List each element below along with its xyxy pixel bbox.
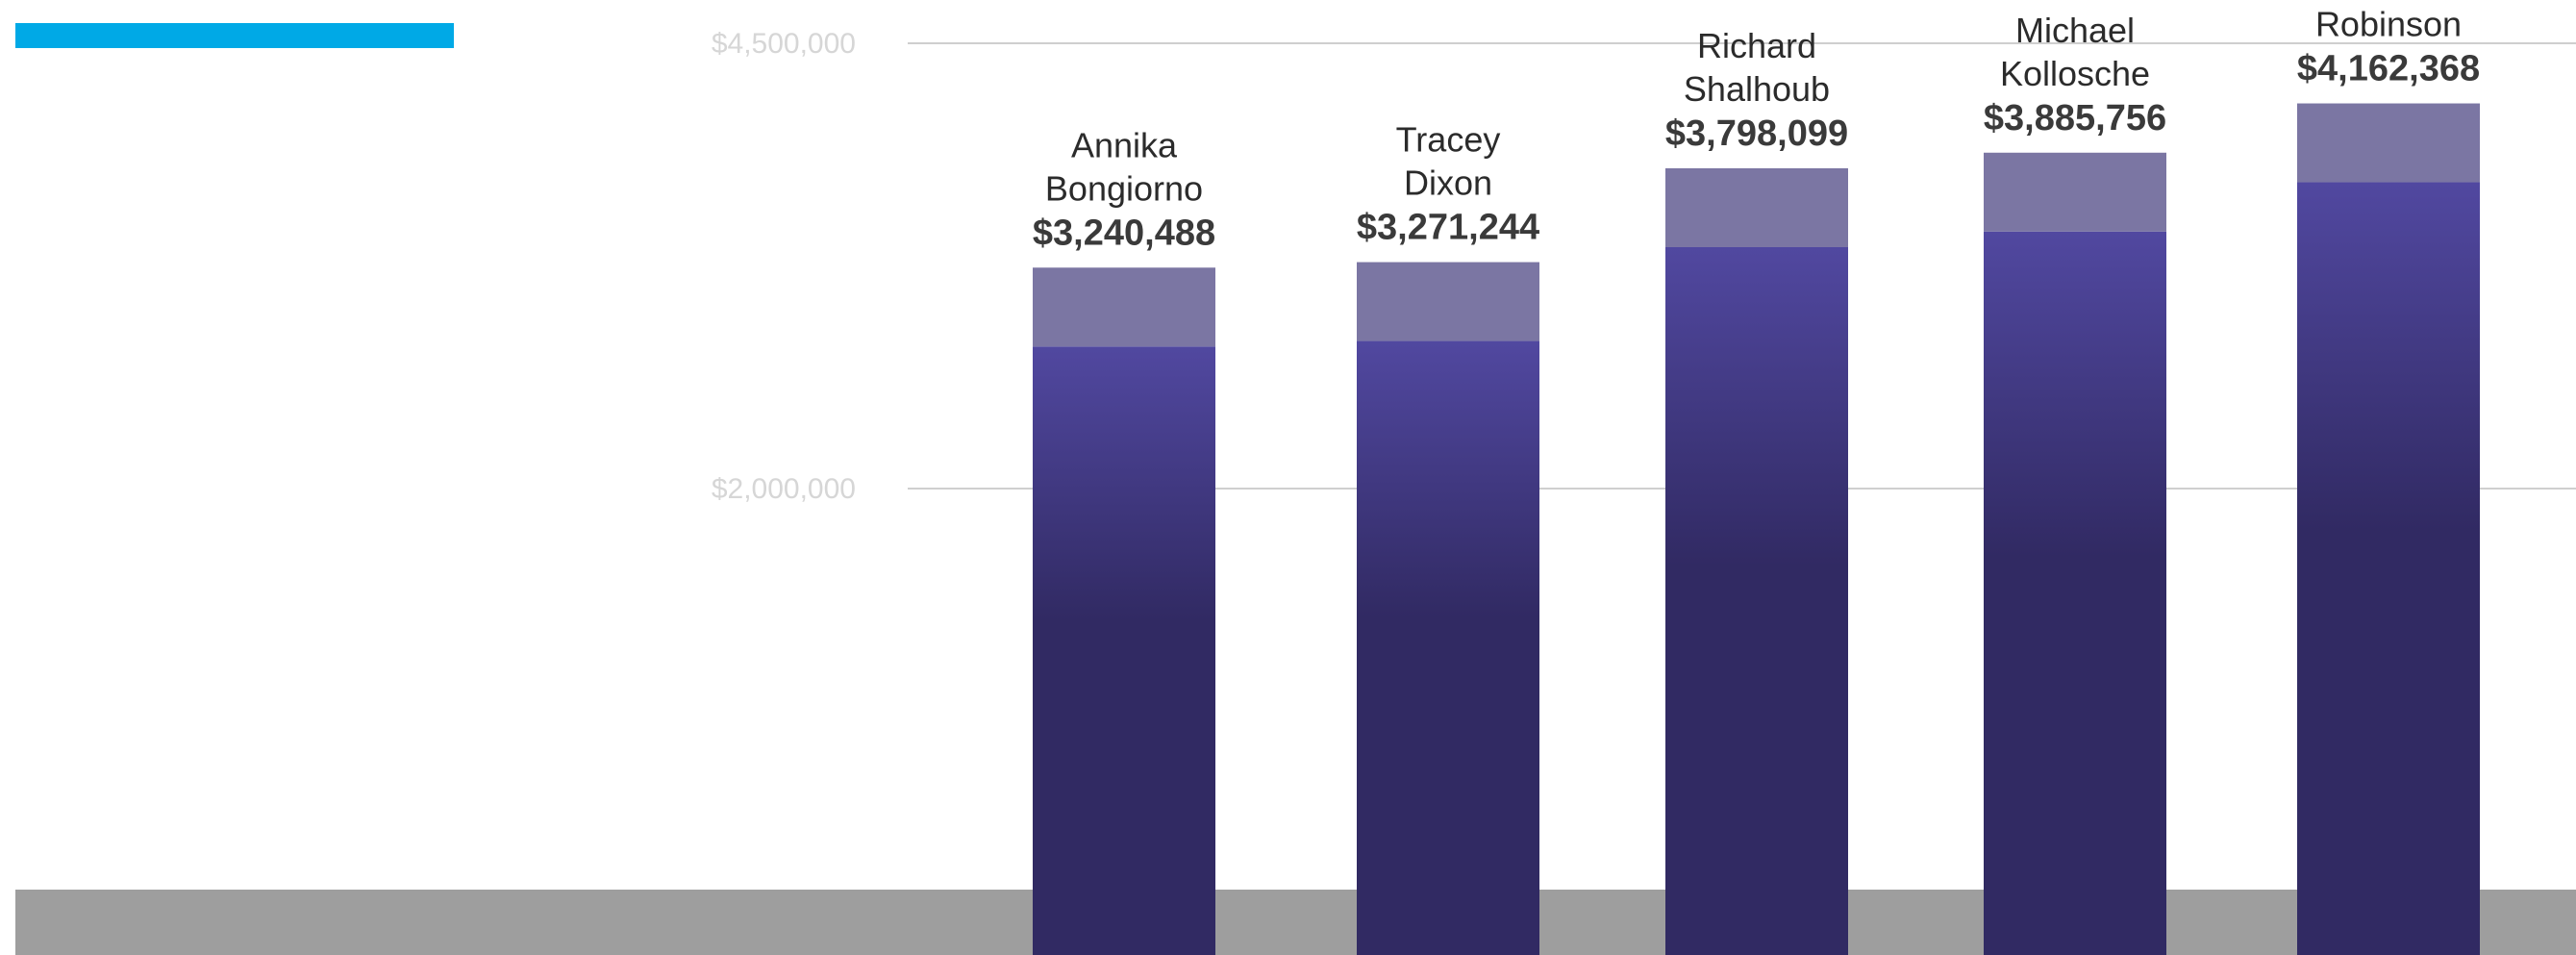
bar-name-label: Dixon bbox=[1404, 163, 1492, 203]
y-tick-label: $2,000,000 bbox=[712, 473, 856, 505]
accent-bar bbox=[15, 23, 454, 48]
bar-value-label: $3,885,756 bbox=[1984, 98, 2166, 138]
bar-body bbox=[1357, 340, 1539, 955]
bar-name-label: Robinson bbox=[2315, 5, 2462, 44]
y-tick-label: $4,500,000 bbox=[712, 28, 856, 60]
bar-name-label: Annika bbox=[1071, 125, 1178, 164]
bar-cap bbox=[1357, 262, 1539, 341]
bar-body bbox=[2297, 182, 2480, 955]
bar-name-label: Shalhoub bbox=[1684, 69, 1830, 109]
bar bbox=[2297, 103, 2480, 955]
bar-value-label: $3,271,244 bbox=[1357, 208, 1539, 248]
bar-name-label: Peter bbox=[2347, 0, 2430, 1]
bar-name-label: Bongiorno bbox=[1045, 168, 1203, 208]
bar-value-label: $4,162,368 bbox=[2297, 49, 2480, 89]
bar-name-label: Kollosche bbox=[2000, 54, 2150, 93]
bar-labels: $3,240,488 Annika Bongiorno $3,271,244 Trace… bbox=[1033, 0, 2480, 253]
bar-body bbox=[1984, 231, 2166, 955]
bar-name-label: Richard bbox=[1697, 26, 1816, 65]
bar-cap bbox=[1033, 267, 1215, 347]
bar-cap bbox=[1984, 152, 2166, 232]
bar-value-label: $3,798,099 bbox=[1665, 113, 1848, 154]
bars bbox=[1033, 103, 2480, 955]
bar-cap bbox=[1665, 167, 1848, 247]
bar bbox=[1984, 152, 2166, 955]
bar bbox=[1357, 262, 1539, 955]
bar-value-label: $3,240,488 bbox=[1033, 213, 1215, 253]
bar-body bbox=[1665, 246, 1848, 955]
y-axis-tick-labels: $4,500,000 $2,000,000 bbox=[712, 28, 856, 505]
bar bbox=[1665, 167, 1848, 955]
bar-name-label: Tracey bbox=[1396, 120, 1501, 160]
bar-cap bbox=[2297, 103, 2480, 183]
bar bbox=[1033, 267, 1215, 955]
bar-name-label: Michael bbox=[2015, 11, 2135, 50]
bar-body bbox=[1033, 346, 1215, 955]
